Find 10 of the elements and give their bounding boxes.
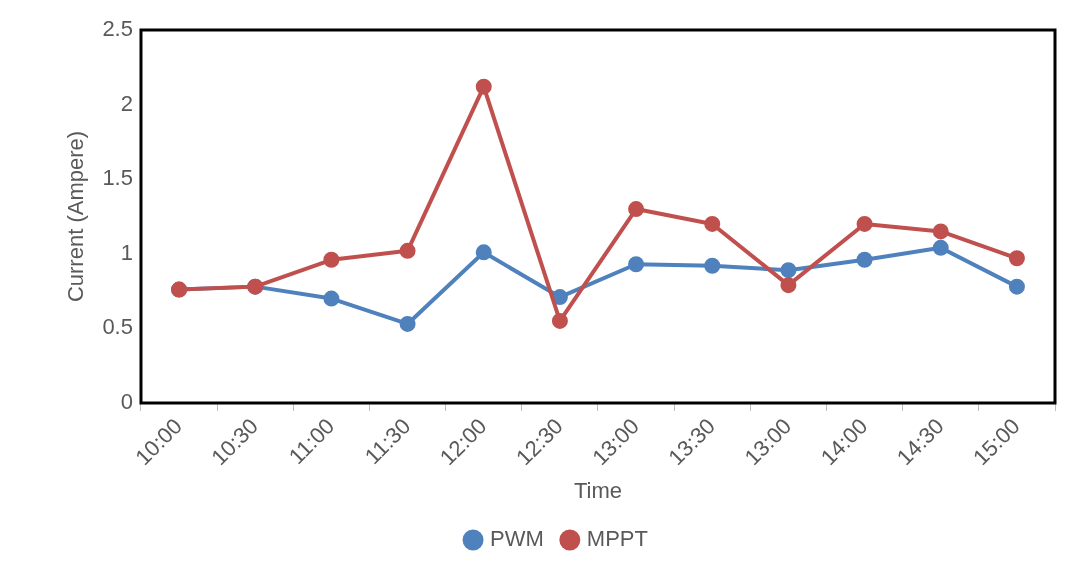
x-axis-title: Time — [573, 477, 623, 503]
y-tick-label: 2.5 — [102, 16, 133, 42]
y-tick-label: 0 — [120, 389, 133, 415]
y-tick-label: 2 — [120, 90, 133, 116]
y-tick-label: 0.5 — [102, 314, 133, 340]
y-tick-label: 1.5 — [102, 165, 133, 191]
legend-label: MPPT — [586, 526, 648, 552]
y-tick-label: 1 — [120, 239, 133, 265]
y-axis-title: Current (Ampere) — [63, 130, 89, 303]
legend-label: PWM — [490, 526, 544, 552]
